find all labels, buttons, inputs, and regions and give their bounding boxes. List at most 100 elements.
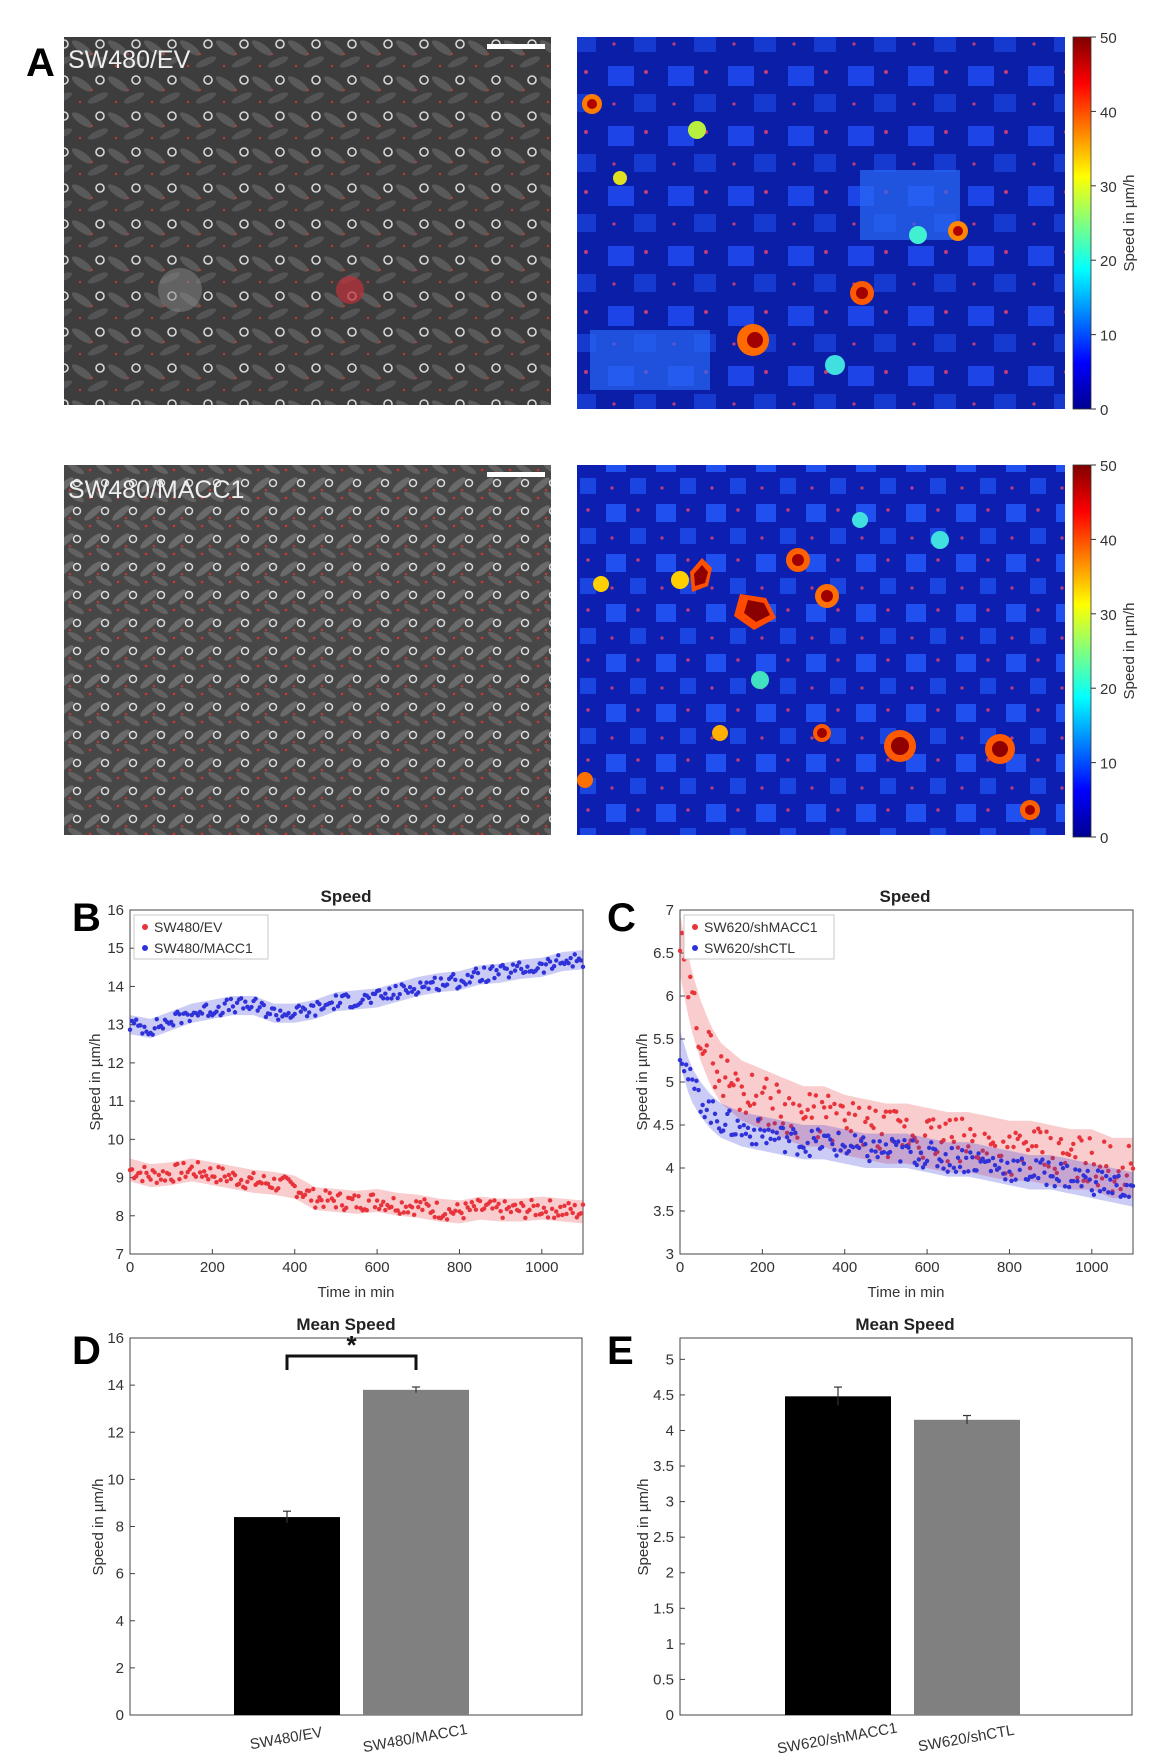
series-point-1 [1077, 1168, 1082, 1173]
series-point-0 [313, 1205, 318, 1210]
series-point-0 [315, 1199, 320, 1204]
series-point-1 [376, 988, 382, 993]
series-point-0 [294, 1194, 299, 1200]
series-point-0 [166, 1171, 172, 1177]
y-tick-label: 2 [116, 1660, 124, 1677]
series-point-1 [698, 1109, 703, 1114]
series-point-1 [234, 1000, 240, 1006]
series-point-0 [813, 1093, 819, 1098]
series-point-1 [278, 1008, 283, 1013]
series-point-1 [1050, 1174, 1055, 1179]
series-point-0 [1079, 1138, 1084, 1143]
series-point-0 [692, 990, 697, 996]
series-point-0 [554, 1209, 559, 1214]
series-point-1 [1106, 1190, 1111, 1195]
series-point-0 [292, 1183, 297, 1189]
y-tick-label: 0.5 [653, 1671, 674, 1688]
series-point-1 [525, 964, 530, 969]
series-point-0 [904, 1117, 909, 1122]
series-point-1 [873, 1149, 878, 1154]
series-point-1 [1044, 1182, 1049, 1188]
x-tick-label: 600 [365, 1259, 390, 1276]
series-point-1 [900, 1144, 905, 1150]
series-point-0 [819, 1099, 825, 1105]
bar-1 [363, 1389, 469, 1715]
series-point-1 [444, 982, 450, 987]
series-point-1 [360, 997, 365, 1002]
significance-bracket [285, 1354, 418, 1370]
series-point-1 [469, 974, 475, 979]
series-point-1 [966, 1169, 971, 1174]
series-point-0 [821, 1105, 827, 1110]
series-point-1 [772, 1137, 777, 1142]
series-point-1 [471, 969, 477, 975]
series-point-1 [856, 1145, 862, 1151]
series-point-0 [947, 1117, 952, 1123]
series-point-1 [947, 1163, 952, 1168]
series-point-1 [902, 1137, 907, 1143]
scale-bar [487, 44, 545, 49]
series-point-0 [397, 1211, 402, 1216]
series-point-1 [475, 970, 481, 976]
series-point-1 [203, 1002, 209, 1007]
series-point-0 [321, 1204, 326, 1210]
series-point-0 [467, 1207, 472, 1213]
series-point-1 [494, 968, 499, 973]
series-point-0 [1075, 1175, 1080, 1181]
panel-label-d: D [72, 1329, 101, 1373]
series-point-1 [1075, 1179, 1080, 1184]
series-point-1 [306, 1010, 312, 1015]
series-point-1 [721, 1128, 726, 1133]
series-point-0 [488, 1199, 493, 1204]
series-point-1 [801, 1145, 806, 1150]
series-point-0 [1089, 1150, 1095, 1156]
series-point-1 [1089, 1188, 1095, 1193]
series-point-0 [807, 1092, 812, 1097]
series-point-0 [311, 1186, 316, 1192]
series-point-1 [688, 1066, 693, 1072]
series-point-1 [766, 1127, 771, 1132]
series-point-0 [916, 1145, 922, 1150]
series-point-1 [1079, 1184, 1084, 1189]
series-point-1 [243, 999, 248, 1004]
series-point-1 [138, 1023, 143, 1028]
series-point-1 [1101, 1186, 1107, 1192]
series-point-0 [249, 1176, 254, 1181]
series-point-0 [533, 1212, 538, 1218]
y-tick-label: 14 [107, 978, 124, 995]
series-point-0 [778, 1114, 784, 1119]
series-point-1 [426, 986, 431, 992]
series-point-1 [877, 1139, 882, 1144]
series-point-1 [331, 1006, 337, 1012]
series-point-1 [1060, 1165, 1066, 1171]
series-point-1 [725, 1111, 730, 1117]
series-point-1 [1056, 1178, 1062, 1184]
series-point-0 [175, 1161, 180, 1167]
series-point-0 [306, 1188, 312, 1193]
series-point-0 [391, 1196, 396, 1201]
y-tick-label: 6.5 [653, 945, 674, 962]
y-tick-label: 6 [666, 988, 674, 1005]
series-point-1 [768, 1136, 773, 1142]
series-point-1 [1108, 1177, 1113, 1182]
series-point-0 [403, 1204, 409, 1210]
series-point-1 [891, 1139, 897, 1144]
series-point-1 [970, 1155, 975, 1160]
series-point-0 [1071, 1141, 1076, 1147]
panel-label-a: A [26, 41, 55, 85]
series-point-1 [696, 1087, 701, 1093]
series-point-0 [992, 1143, 998, 1149]
series-point-1 [974, 1168, 979, 1173]
series-point-0 [766, 1122, 771, 1127]
series-point-0 [199, 1174, 205, 1179]
series-point-1 [276, 1017, 281, 1022]
series-point-0 [751, 1101, 757, 1107]
series-point-1 [140, 1031, 145, 1036]
series-point-1 [692, 1086, 697, 1092]
series-point-0 [171, 1179, 176, 1184]
series-point-0 [547, 1198, 553, 1203]
series-point-1 [381, 996, 386, 1001]
bar-0 [785, 1396, 891, 1715]
series-point-0 [762, 1085, 767, 1090]
series-point-1 [1036, 1175, 1041, 1181]
